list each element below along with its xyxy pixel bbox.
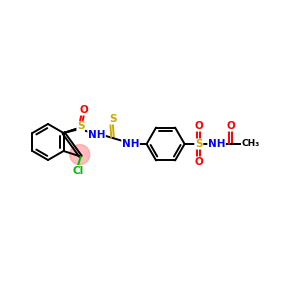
Text: O: O <box>79 105 88 115</box>
Text: NH: NH <box>122 139 139 149</box>
Text: O: O <box>194 121 203 131</box>
Text: S: S <box>195 139 202 149</box>
Text: NH: NH <box>208 139 225 149</box>
Text: O: O <box>226 121 235 131</box>
Text: CH₃: CH₃ <box>242 140 260 148</box>
Circle shape <box>70 145 90 165</box>
Text: Cl: Cl <box>72 166 83 176</box>
Text: S: S <box>109 114 116 124</box>
Text: S: S <box>77 122 85 131</box>
Text: O: O <box>194 157 203 167</box>
Text: NH: NH <box>88 130 105 140</box>
